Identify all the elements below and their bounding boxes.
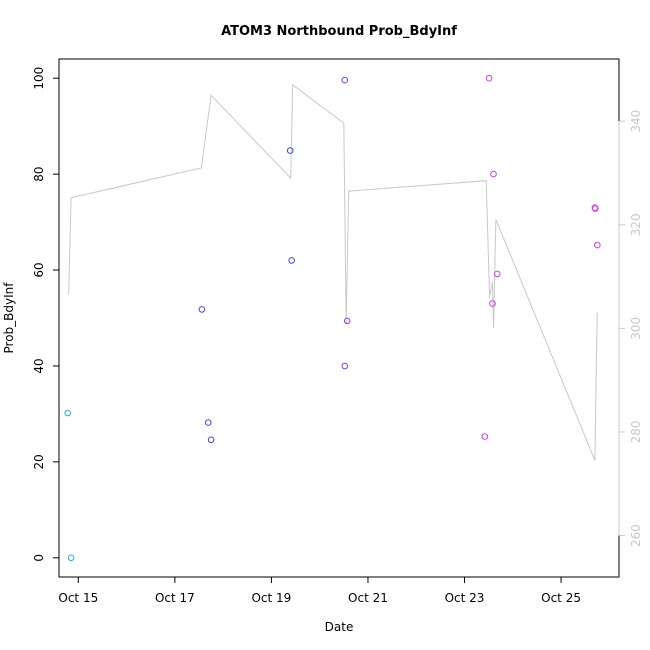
x-tick-label: Oct 19 xyxy=(251,591,291,605)
y-tick-label: 40 xyxy=(32,358,46,373)
x-axis: Oct 15 Oct 17 Oct 19 Oct 21 Oct 23 Oct 25 xyxy=(58,576,581,605)
data-point xyxy=(341,76,349,84)
y-tick-label: 100 xyxy=(32,67,46,90)
data-point xyxy=(343,317,351,325)
line-series-layer xyxy=(68,83,598,461)
data-point xyxy=(594,241,601,249)
data-point xyxy=(489,300,496,307)
data-point xyxy=(592,205,599,212)
data-point xyxy=(204,419,212,426)
chart-title: ATOM3 Northbound Prob_BdyInf xyxy=(221,24,457,39)
y-tick-label: 0 xyxy=(32,554,46,562)
data-point xyxy=(494,270,501,278)
data-point xyxy=(341,362,349,370)
y2-tick-label: 340 xyxy=(629,110,643,133)
y2-tick-label: 320 xyxy=(629,213,643,236)
gray-line-series xyxy=(68,83,598,461)
data-point xyxy=(67,554,75,562)
y-axis-left: 0 20 40 60 80 100 xyxy=(32,67,60,562)
y2-tick-label: 300 xyxy=(629,317,643,340)
data-point xyxy=(64,409,71,417)
y-tick-label: 60 xyxy=(32,262,46,277)
data-point xyxy=(286,147,294,154)
y-tick-label: 80 xyxy=(32,166,46,181)
x-tick-label: Oct 23 xyxy=(445,591,485,605)
x-tick-label: Oct 21 xyxy=(348,591,388,605)
y-axis-right: 260 280 300 320 340 xyxy=(618,110,643,547)
data-point xyxy=(485,74,493,82)
y-axis-label: Prob_BdyInf xyxy=(2,282,16,354)
x-axis-label: Date xyxy=(325,620,354,634)
data-point xyxy=(481,433,489,440)
data-point xyxy=(490,170,497,178)
x-tick-label: Oct 25 xyxy=(541,591,581,605)
y2-tick-label: 280 xyxy=(629,421,643,444)
points-layer xyxy=(64,74,601,562)
data-point xyxy=(288,257,296,264)
data-point xyxy=(198,306,206,313)
y2-tick-label: 260 xyxy=(629,524,643,547)
data-point xyxy=(207,436,215,444)
x-tick-label: Oct 17 xyxy=(155,591,195,605)
x-tick-label: Oct 15 xyxy=(58,591,98,605)
y-tick-label: 20 xyxy=(32,454,46,469)
